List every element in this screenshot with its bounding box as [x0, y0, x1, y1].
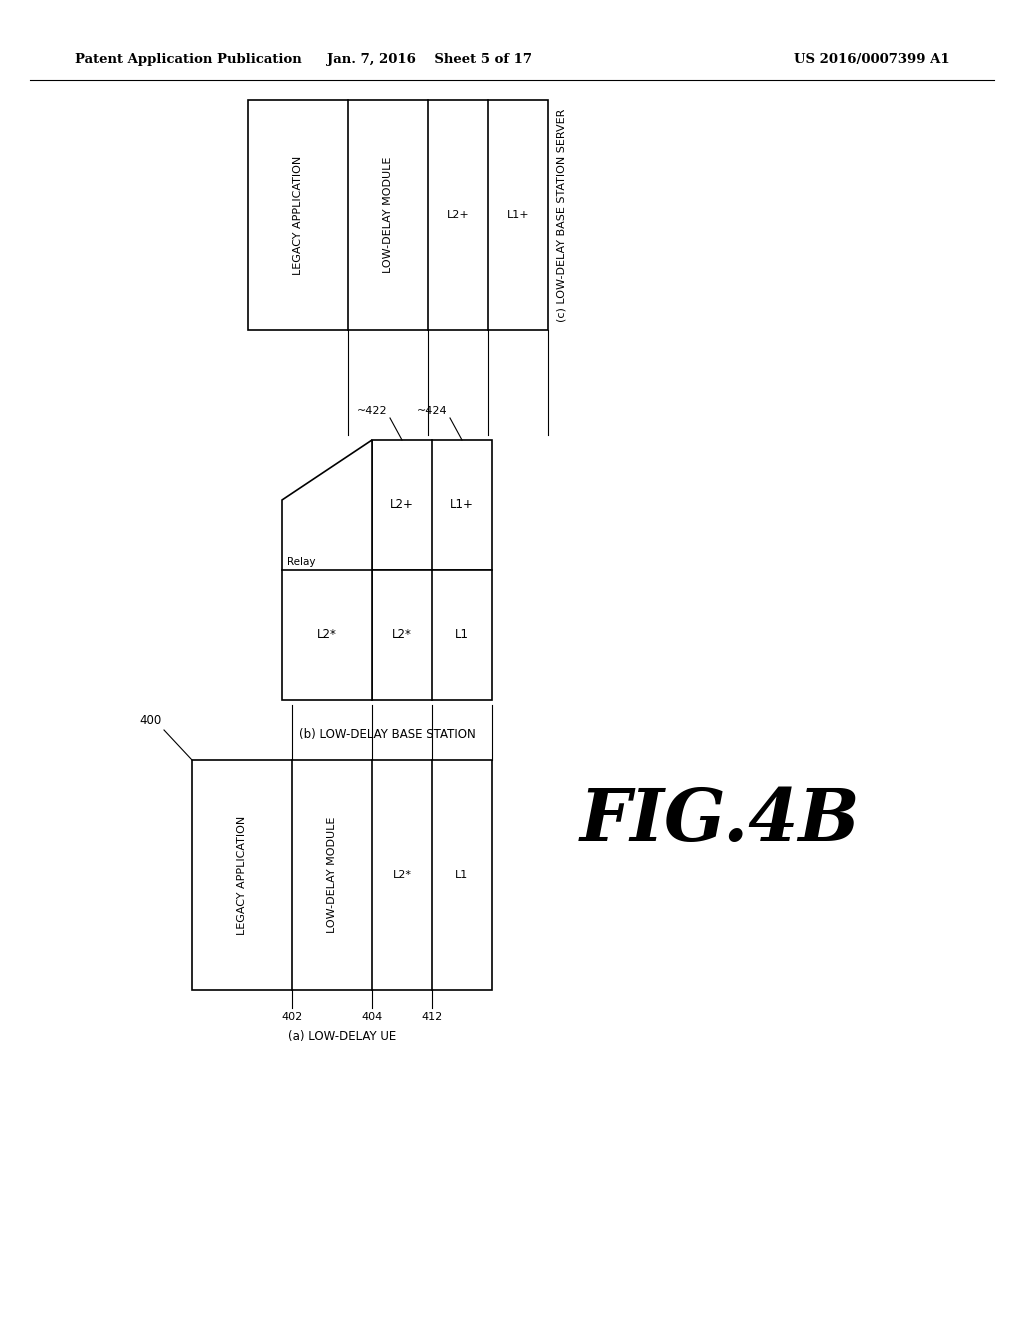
- Polygon shape: [282, 440, 372, 700]
- Text: Jan. 7, 2016    Sheet 5 of 17: Jan. 7, 2016 Sheet 5 of 17: [328, 54, 532, 66]
- Text: L2+: L2+: [446, 210, 469, 220]
- Bar: [372, 440, 492, 570]
- Text: L2+: L2+: [390, 499, 414, 511]
- Text: LOW-DELAY MODULE: LOW-DELAY MODULE: [327, 817, 337, 933]
- Text: (c) LOW-DELAY BASE STATION SERVER: (c) LOW-DELAY BASE STATION SERVER: [556, 108, 566, 322]
- Text: L2*: L2*: [392, 870, 412, 880]
- Bar: [248, 100, 548, 330]
- Text: L1+: L1+: [507, 210, 529, 220]
- Text: Relay: Relay: [287, 557, 315, 568]
- Text: 402: 402: [282, 1012, 303, 1022]
- Text: LEGACY APPLICATION: LEGACY APPLICATION: [293, 156, 303, 275]
- Bar: [372, 570, 492, 700]
- Text: LOW-DELAY MODULE: LOW-DELAY MODULE: [383, 157, 393, 273]
- Text: LEGACY APPLICATION: LEGACY APPLICATION: [237, 816, 247, 935]
- Text: L1: L1: [455, 628, 469, 642]
- Text: (b) LOW-DELAY BASE STATION: (b) LOW-DELAY BASE STATION: [299, 729, 475, 741]
- Text: Patent Application Publication: Patent Application Publication: [75, 54, 302, 66]
- Text: L2*: L2*: [317, 628, 337, 642]
- Text: ~422: ~422: [357, 407, 388, 416]
- Text: US 2016/0007399 A1: US 2016/0007399 A1: [795, 54, 950, 66]
- Text: L1: L1: [456, 870, 469, 880]
- Text: L2*: L2*: [392, 628, 412, 642]
- Text: 404: 404: [361, 1012, 383, 1022]
- Text: 412: 412: [421, 1012, 442, 1022]
- Text: (a) LOW-DELAY UE: (a) LOW-DELAY UE: [288, 1030, 396, 1043]
- Bar: [193, 760, 492, 990]
- Text: FIG.4B: FIG.4B: [580, 784, 860, 855]
- Text: 400: 400: [139, 714, 162, 727]
- Text: ~424: ~424: [418, 407, 449, 416]
- Text: L1+: L1+: [451, 499, 474, 511]
